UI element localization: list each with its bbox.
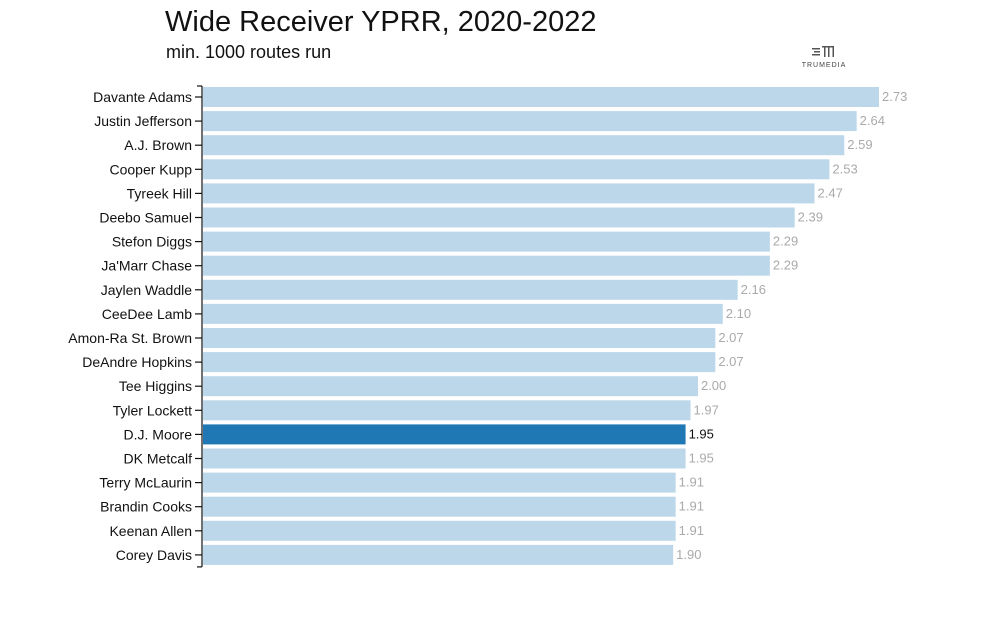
value-label: 2.10 <box>726 306 751 321</box>
value-label: 2.39 <box>798 210 823 225</box>
bar <box>203 135 845 156</box>
value-label: 1.97 <box>694 402 719 417</box>
category-label: Tyreek Hill <box>127 185 192 201</box>
value-label: 2.64 <box>860 113 885 128</box>
bar <box>203 231 770 252</box>
value-label: 1.91 <box>679 523 704 538</box>
value-label: 2.59 <box>847 137 872 152</box>
trumedia-logo-icon <box>812 46 834 57</box>
chart-subtitle: min. 1000 routes run <box>166 42 332 62</box>
bar <box>203 424 686 445</box>
bar <box>203 183 815 204</box>
category-label: Jaylen Waddle <box>101 282 193 298</box>
value-label: 1.90 <box>676 547 701 562</box>
category-label: Davante Adams <box>93 89 192 105</box>
category-label: Corey Davis <box>116 547 192 563</box>
value-label: 2.16 <box>741 282 766 297</box>
category-label: Tyler Lockett <box>113 402 192 418</box>
category-label: Keenan Allen <box>109 523 192 539</box>
category-label: Justin Jefferson <box>94 113 192 129</box>
bar <box>203 400 691 421</box>
chart-title: Wide Receiver YPRR, 2020-2022 <box>165 6 597 38</box>
bar <box>203 520 676 541</box>
trumedia-logo: TRUMEDIA <box>796 46 852 72</box>
bar <box>203 544 674 565</box>
value-label: 2.29 <box>773 234 798 249</box>
category-label: Ja'Marr Chase <box>101 258 192 274</box>
value-label: 1.91 <box>679 499 704 514</box>
bar <box>203 279 738 300</box>
category-label: Brandin Cooks <box>100 499 192 515</box>
value-label: 2.53 <box>832 161 857 176</box>
bar <box>203 159 830 180</box>
category-label: Tee Higgins <box>119 378 192 394</box>
category-label: D.J. Moore <box>124 426 193 442</box>
bar <box>203 496 676 517</box>
category-label: Amon-Ra St. Brown <box>68 330 192 346</box>
bar <box>203 87 879 107</box>
bar <box>203 207 795 228</box>
bar <box>203 255 770 276</box>
value-label: 1.95 <box>689 451 714 466</box>
bar <box>203 303 723 324</box>
value-label: 1.91 <box>679 475 704 490</box>
trumedia-logo-text: TRUMEDIA <box>801 62 847 69</box>
category-label: A.J. Brown <box>124 137 192 153</box>
value-label: 2.00 <box>701 378 726 393</box>
category-label: Stefon Diggs <box>112 234 192 250</box>
category-label: Terry McLaurin <box>99 475 192 491</box>
bar <box>203 352 716 373</box>
value-label: 2.73 <box>882 89 907 104</box>
bar <box>203 328 716 348</box>
bar <box>203 448 686 469</box>
bar <box>203 376 698 397</box>
category-label: Cooper Kupp <box>109 161 192 177</box>
value-label: 2.29 <box>773 258 798 273</box>
category-label: Deebo Samuel <box>99 210 192 226</box>
category-label: CeeDee Lamb <box>102 306 192 322</box>
bar <box>203 472 676 493</box>
value-label: 2.47 <box>818 185 843 200</box>
value-label: 2.07 <box>718 330 743 345</box>
category-label: DeAndre Hopkins <box>82 354 192 370</box>
category-label: DK Metcalf <box>124 451 193 467</box>
value-label: 2.07 <box>718 354 743 369</box>
bar <box>203 111 857 132</box>
value-label: 1.95 <box>689 426 714 441</box>
